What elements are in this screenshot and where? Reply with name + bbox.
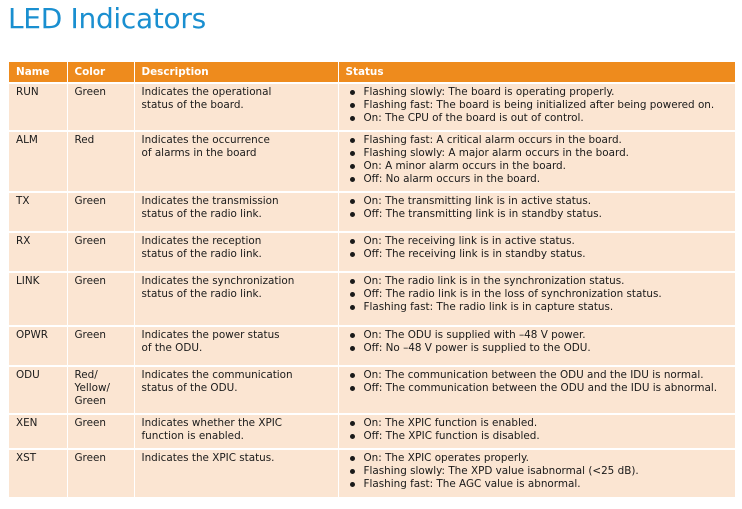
status-item: On: The communication between the ODU an…: [347, 369, 736, 382]
status-item: Off: The transmitting link is in standby…: [347, 208, 736, 221]
table-row: XST Green Indicates the XPIC status. On:…: [9, 448, 736, 497]
status-list: On: The radio link is in the synchroniza…: [347, 275, 736, 314]
status-item: Off: No –48 V power is supplied to the O…: [347, 342, 736, 355]
status-item: Flashing slowly: A major alarm occurs in…: [347, 147, 736, 160]
table-row: TX Green Indicates the transmission stat…: [9, 191, 736, 232]
table-row: ODU Red/ Yellow/ Green Indicates the com…: [9, 365, 736, 414]
table-row: OPWR Green Indicates the power status of…: [9, 325, 736, 366]
status-item: On: The XPIC operates properly.: [347, 452, 736, 465]
led-status-cell: On: The radio link is in the synchroniza…: [338, 271, 736, 326]
status-list: Flashing fast: A critical alarm occurs i…: [347, 134, 736, 186]
led-color: Green: [67, 231, 135, 272]
led-description: Indicates the synchronization status of …: [134, 271, 339, 326]
led-name: LINK: [9, 271, 68, 326]
page-title: LED Indicators: [8, 2, 206, 35]
table-row: LINK Green Indicates the synchronization…: [9, 271, 736, 326]
led-name: RUN: [9, 82, 68, 131]
status-item: Flashing slowly: The XPD value isabnorma…: [347, 465, 736, 478]
status-item: On: The radio link is in the synchroniza…: [347, 275, 736, 288]
status-list: On: The ODU is supplied with –48 V power…: [347, 329, 736, 355]
led-color: Red: [67, 130, 135, 192]
column-header-status: Status: [338, 62, 735, 83]
status-item: Off: The XPIC function is disabled.: [347, 430, 736, 443]
status-item: Flashing fast: The radio link is in capt…: [347, 301, 736, 314]
status-item: On: The CPU of the board is out of contr…: [347, 112, 736, 125]
led-status-cell: On: The ODU is supplied with –48 V power…: [338, 325, 736, 366]
led-color: Green: [67, 325, 135, 366]
led-description: Indicates the transmission status of the…: [134, 191, 339, 232]
led-description: Indicates the power status of the ODU.: [134, 325, 339, 366]
led-name: ODU: [9, 365, 68, 414]
table-row: XEN Green Indicates whether the XPIC fun…: [9, 413, 736, 449]
led-status-cell: On: The XPIC operates properly. Flashing…: [338, 448, 736, 497]
led-color: Green: [67, 413, 135, 449]
status-list: On: The transmitting link is in active s…: [347, 195, 736, 221]
column-header-name: Name: [9, 62, 68, 83]
led-status-cell: Flashing fast: A critical alarm occurs i…: [338, 130, 736, 192]
status-item: Flashing slowly: The board is operating …: [347, 86, 736, 99]
led-indicators-table: Name Color Description Status RUN Green …: [9, 62, 735, 497]
status-item: Flashing fast: The AGC value is abnormal…: [347, 478, 736, 491]
led-color: Green: [67, 82, 135, 131]
led-description: Indicates the communication status of th…: [134, 365, 339, 414]
led-description: Indicates the XPIC status.: [134, 448, 339, 497]
led-color: Green: [67, 271, 135, 326]
led-status-cell: On: The communication between the ODU an…: [338, 365, 736, 414]
status-list: On: The receiving link is in active stat…: [347, 235, 736, 261]
led-color: Red/ Yellow/ Green: [67, 365, 135, 414]
status-item: Off: The radio link is in the loss of sy…: [347, 288, 736, 301]
table-row: RUN Green Indicates the operational stat…: [9, 82, 736, 131]
status-list: On: The communication between the ODU an…: [347, 369, 736, 395]
led-description: Indicates the reception status of the ra…: [134, 231, 339, 272]
led-status-cell: On: The XPIC function is enabled. Off: T…: [338, 413, 736, 449]
column-header-color: Color: [67, 62, 135, 83]
led-status-cell: On: The transmitting link is in active s…: [338, 191, 736, 232]
led-color: Green: [67, 448, 135, 497]
led-name: XEN: [9, 413, 68, 449]
led-description: Indicates the operational status of the …: [134, 82, 339, 131]
status-item: On: The ODU is supplied with –48 V power…: [347, 329, 736, 342]
status-item: Flashing fast: A critical alarm occurs i…: [347, 134, 736, 147]
status-item: Off: No alarm occurs in the board.: [347, 173, 736, 186]
status-list: On: The XPIC operates properly. Flashing…: [347, 452, 736, 491]
led-color: Green: [67, 191, 135, 232]
led-name: ALM: [9, 130, 68, 192]
status-list: On: The XPIC function is enabled. Off: T…: [347, 417, 736, 443]
led-description: Indicates the occurrence of alarms in th…: [134, 130, 339, 192]
status-item: Off: The receiving link is in standby st…: [347, 248, 736, 261]
led-name: TX: [9, 191, 68, 232]
table-row: RX Green Indicates the reception status …: [9, 231, 736, 272]
led-status-cell: On: The receiving link is in active stat…: [338, 231, 736, 272]
table-row: ALM Red Indicates the occurrence of alar…: [9, 130, 736, 192]
table-header-row: Name Color Description Status: [9, 62, 735, 83]
led-name: XST: [9, 448, 68, 497]
column-header-description: Description: [134, 62, 339, 83]
status-list: Flashing slowly: The board is operating …: [347, 86, 736, 125]
status-item: On: The transmitting link is in active s…: [347, 195, 736, 208]
led-status-cell: Flashing slowly: The board is operating …: [338, 82, 736, 131]
status-item: On: The XPIC function is enabled.: [347, 417, 736, 430]
status-item: Off: The communication between the ODU a…: [347, 382, 736, 395]
led-name: RX: [9, 231, 68, 272]
status-item: On: A minor alarm occurs in the board.: [347, 160, 736, 173]
led-description: Indicates whether the XPIC function is e…: [134, 413, 339, 449]
led-name: OPWR: [9, 325, 68, 366]
status-item: On: The receiving link is in active stat…: [347, 235, 736, 248]
status-item: Flashing fast: The board is being initia…: [347, 99, 736, 112]
